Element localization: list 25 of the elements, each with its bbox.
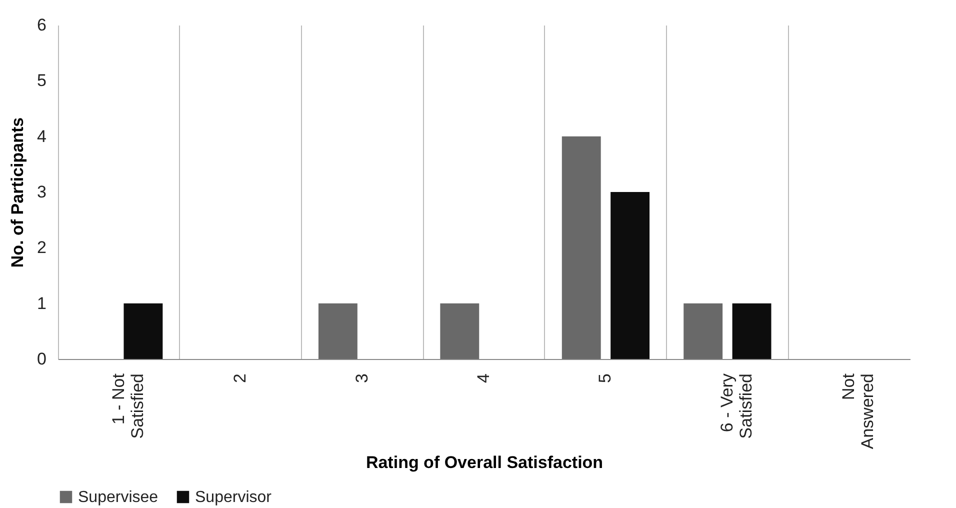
bar	[684, 303, 723, 359]
x-tick-label: 2	[230, 374, 250, 383]
bar	[124, 303, 163, 359]
x-tick-label: 6 - Very Satisfied	[717, 373, 756, 439]
x-tick-label: Not Answered	[839, 373, 878, 450]
bar	[732, 303, 772, 359]
y-tick-label: 5	[37, 71, 46, 90]
bar	[562, 136, 601, 359]
legend-label: Supervisor	[195, 489, 272, 506]
y-tick-label: 3	[37, 182, 46, 202]
y-tick-label: 4	[37, 126, 46, 146]
y-tick-label: 2	[37, 238, 46, 258]
bar	[610, 192, 650, 359]
y-tick-label: 6	[37, 16, 46, 34]
bar	[440, 303, 480, 359]
x-tick-label: 5	[596, 374, 615, 383]
y-tick-label: 0	[37, 350, 46, 368]
x-tick-label: 3	[352, 374, 372, 383]
x-tick-label: 4	[474, 374, 493, 383]
legend-label: Supervisee	[78, 489, 158, 506]
y-tick-label: 1	[37, 294, 46, 313]
x-axis-title: Rating of Overall Satisfaction	[366, 453, 604, 472]
y-axis-title: No. of Participants	[8, 117, 28, 268]
bar	[318, 303, 358, 359]
x-tick-label: 1 - Not Satisfied	[108, 373, 147, 439]
